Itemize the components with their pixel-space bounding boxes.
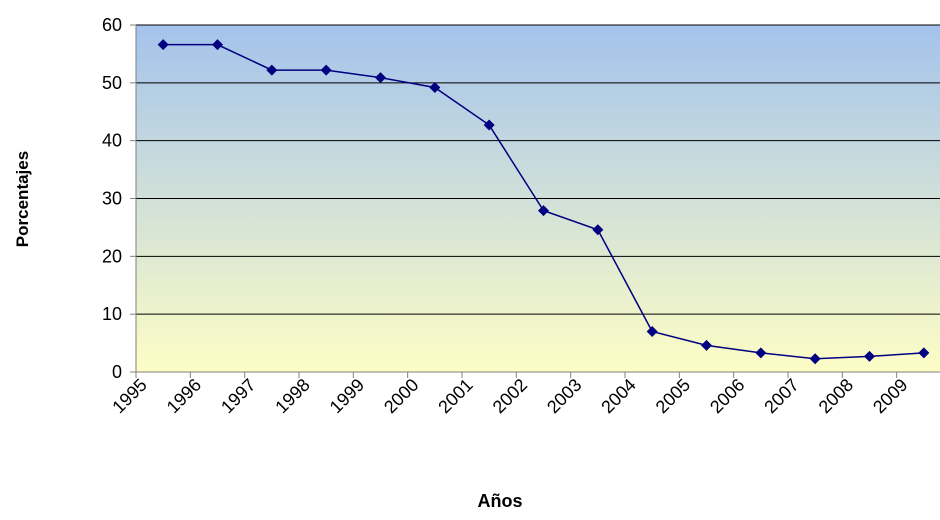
y-tick-label: 0 [112,362,122,382]
x-tick-label: 2006 [706,375,748,417]
x-tick-label: 2003 [543,375,585,417]
x-tick-label: 2000 [380,375,422,417]
x-tick-label: 2005 [652,375,694,417]
y-tick-label: 50 [102,73,122,93]
x-tick-label: 1999 [326,375,368,417]
x-tick-label: 2008 [815,375,857,417]
data-point-marker [157,39,169,51]
data-point-marker [809,353,821,365]
gridlines [136,24,940,315]
x-tick-label: 2007 [760,375,802,417]
data-point-marker [701,339,712,351]
data-point-marker [429,81,441,93]
x-tick-label: 1997 [217,375,259,417]
y-tick-label: 10 [102,304,122,324]
x-tick-label: 1996 [163,375,205,417]
data-point-marker [375,72,386,84]
axes [130,24,940,378]
x-axis-title: Años [478,491,523,511]
data-point-marker [266,64,278,76]
data-point-marker [538,205,549,217]
y-axis-title: Porcentajes [13,151,32,247]
data-point-marker [483,119,495,131]
x-tick-label: 2001 [434,375,476,417]
x-tick-labels: 1995 1996 1997 1998 1999 2000 2001 2002 2003 2004… [108,375,911,417]
data-point-marker [864,350,875,362]
x-tick-label: 2009 [869,375,911,417]
data-point-marker [592,224,604,236]
y-tick-label: 60 [102,15,122,35]
data-point-marker [646,326,658,338]
data-point-marker [918,347,930,359]
data-point-marker [755,347,767,359]
y-tick-label: 30 [102,189,122,209]
data-point-marker [212,39,223,51]
y-tick-labels: 0 10 20 30 40 50 60 [102,15,122,382]
x-tick-label: 2004 [597,375,639,417]
x-tick-label: 2002 [489,375,531,417]
y-tick-label: 40 [102,131,122,151]
x-tick-label: 1998 [271,375,313,417]
data-series [157,39,930,365]
y-tick-label: 20 [102,246,122,266]
data-point-marker [320,64,332,76]
